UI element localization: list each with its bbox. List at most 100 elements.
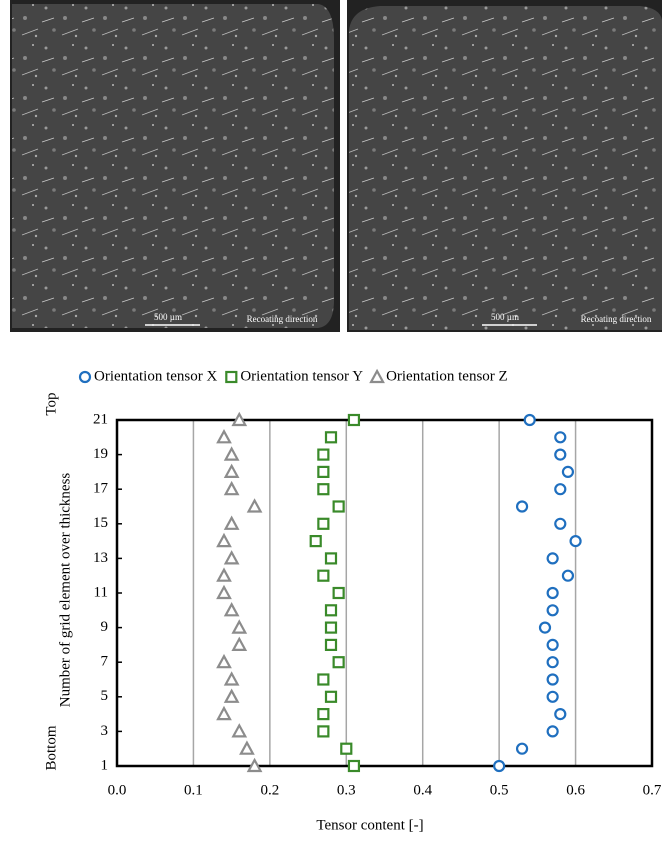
marker-circle — [546, 673, 559, 686]
legend-label: Orientation tensor Z — [386, 368, 508, 384]
y-tick-label: 21 — [93, 411, 108, 427]
marker-triangle — [223, 446, 240, 461]
y-tick-label: 9 — [101, 619, 109, 635]
y-tick-label: 17 — [93, 481, 109, 497]
marker-triangle — [223, 688, 240, 703]
marker-triangle — [223, 463, 240, 478]
marker-triangle — [216, 567, 232, 582]
marker-square — [309, 534, 322, 548]
plot-frame — [115, 418, 654, 768]
marker-square — [347, 413, 361, 427]
marker-square — [317, 673, 330, 686]
marker-circle — [546, 604, 559, 617]
marker-square — [317, 517, 330, 530]
marker-circle — [554, 431, 567, 444]
y-tick-label: 5 — [101, 688, 109, 704]
x-tick-label: 0.2 — [260, 782, 279, 798]
marker-circle — [538, 621, 552, 634]
legend-marker — [225, 370, 238, 384]
marker-circle — [554, 448, 567, 461]
marker-square — [332, 656, 345, 669]
marker-square — [332, 586, 345, 600]
top-label: Top — [43, 392, 59, 415]
marker-circle — [546, 690, 559, 703]
scale-label: 500 µm — [491, 312, 519, 322]
marker-circle — [561, 465, 575, 478]
marker-square — [324, 604, 338, 617]
marker-circle — [523, 413, 536, 427]
marker-triangle — [231, 723, 248, 738]
marker-circle — [546, 638, 559, 652]
x-axis-label: Tensor content [-] — [316, 817, 423, 833]
legend-marker — [369, 368, 385, 384]
scale-label: 500 µm — [154, 312, 182, 322]
micrograph-right: 500 µm Recoating direction — [347, 0, 662, 332]
marker-triangle — [216, 429, 232, 444]
x-tick-label: 0.5 — [490, 782, 509, 798]
legend-label: Orientation tensor Y — [240, 368, 363, 384]
legend: Orientation tensor X Orientation tensor Y… — [78, 368, 508, 384]
marker-triangle — [216, 532, 232, 548]
x-tick-label: 0.7 — [643, 782, 662, 798]
marker-circle — [515, 500, 529, 513]
marker-square — [317, 465, 330, 478]
marker-square — [324, 638, 338, 652]
y-tick-label: 13 — [93, 550, 108, 566]
marker-triangle — [223, 671, 240, 686]
y-tick-label: 3 — [101, 723, 109, 739]
bottom-label: Bottom — [43, 725, 59, 770]
marker-triangle — [216, 653, 232, 669]
marker-circle — [554, 707, 567, 721]
marker-square — [317, 725, 330, 738]
direction-label: Recoating direction — [247, 314, 318, 324]
marker-circle — [546, 552, 559, 565]
marker-triangle — [223, 515, 240, 530]
direction-label: Recoating direction — [581, 314, 652, 324]
marker-triangle — [239, 740, 255, 755]
y-tick-label: 19 — [93, 446, 108, 462]
y-tick-label: 1 — [101, 757, 109, 773]
marker-square — [324, 690, 338, 703]
marker-circle — [554, 483, 567, 496]
x-tick-label: 0.3 — [337, 782, 356, 798]
marker-triangle — [216, 705, 232, 721]
y-tick-label: 7 — [101, 654, 109, 670]
marker-square — [324, 431, 338, 444]
marker-triangle — [223, 480, 240, 496]
marker-circle — [515, 742, 529, 755]
marker-square — [317, 483, 330, 496]
legend-label: Orientation tensor X — [94, 368, 217, 384]
y-tick-label: 15 — [93, 515, 108, 531]
marker-triangle — [231, 636, 248, 651]
marker-square — [317, 707, 330, 721]
y-tick-label: 11 — [94, 584, 108, 600]
marker-circle — [546, 725, 559, 738]
marker-square — [324, 621, 338, 634]
marker-circle — [554, 517, 567, 530]
marker-circle — [546, 656, 559, 669]
x-tick-label: 0.6 — [566, 782, 585, 798]
marker-square — [340, 742, 353, 755]
marker-square — [324, 552, 338, 565]
micrograph-left: 500 µm Recoating direction — [10, 0, 340, 332]
x-tick-label: 0.4 — [413, 782, 432, 798]
marker-triangle — [231, 619, 248, 634]
marker-circle — [561, 569, 575, 582]
marker-triangle — [231, 411, 248, 427]
x-tick-label: 0.1 — [184, 782, 203, 798]
marker-triangle — [246, 498, 263, 513]
marker-circle — [569, 534, 582, 548]
y-axis-label: Number of grid element over thickness — [57, 473, 73, 708]
marker-circle — [493, 759, 506, 773]
marker-square — [332, 500, 345, 513]
marker-square — [317, 448, 330, 461]
legend-marker — [78, 370, 92, 384]
marker-square — [347, 759, 361, 773]
x-tick-label: 0.0 — [108, 782, 127, 798]
marker-triangle — [223, 550, 240, 565]
marker-triangle — [223, 602, 240, 617]
marker-circle — [546, 586, 559, 600]
marker-triangle — [246, 757, 263, 773]
